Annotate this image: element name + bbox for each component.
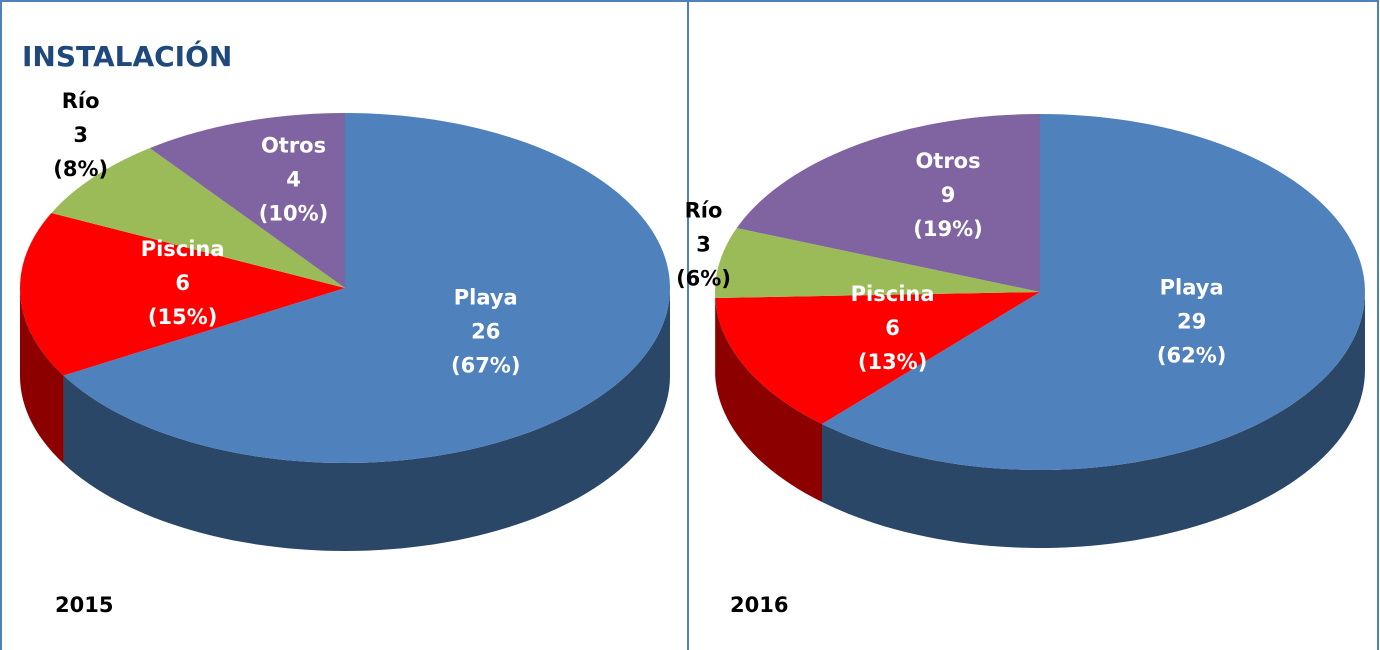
slice-value: 3 xyxy=(73,123,88,147)
slice-label: Río xyxy=(62,89,100,113)
slice-percent: (13%) xyxy=(858,350,927,374)
slice xyxy=(51,148,346,288)
slice-side xyxy=(715,297,822,503)
slice-label: Otros xyxy=(261,133,326,157)
panel-border xyxy=(687,0,1379,650)
slice-side xyxy=(821,292,1365,548)
slice xyxy=(149,113,345,288)
slice-side xyxy=(20,288,64,464)
slice-value: 26 xyxy=(471,320,500,344)
slice-label: Playa xyxy=(454,286,518,310)
slice-percent: (67%) xyxy=(451,354,520,378)
slice-percent: (19%) xyxy=(913,217,982,241)
slice-value: 29 xyxy=(1177,309,1206,333)
chart-label: 2015 xyxy=(55,593,113,617)
slice-percent: (8%) xyxy=(53,157,108,181)
slice-value: 6 xyxy=(175,271,190,295)
slice xyxy=(715,292,1040,425)
chart-label: 2016 xyxy=(730,593,788,617)
slice-value: 3 xyxy=(696,233,711,257)
slice xyxy=(715,228,1040,298)
slice-percent: (6%) xyxy=(676,267,731,291)
slice-percent: (10%) xyxy=(259,201,328,225)
slice xyxy=(821,114,1365,470)
slice-side xyxy=(63,288,670,551)
slice-percent: (62%) xyxy=(1157,343,1226,367)
slice-label: Otros xyxy=(915,149,980,173)
page-title: INSTALACIÓN xyxy=(22,39,232,73)
slice-label: Piscina xyxy=(141,237,225,261)
slice-percent: (15%) xyxy=(148,305,217,329)
slice-value: 6 xyxy=(885,316,900,340)
slice-label: Río xyxy=(685,199,723,223)
slice xyxy=(20,212,346,376)
slice-value: 4 xyxy=(286,167,301,191)
slice-label: Piscina xyxy=(851,282,935,306)
slice-label: Playa xyxy=(1160,275,1224,299)
slice xyxy=(63,113,670,463)
slice-value: 9 xyxy=(941,183,956,207)
slice xyxy=(736,114,1040,292)
